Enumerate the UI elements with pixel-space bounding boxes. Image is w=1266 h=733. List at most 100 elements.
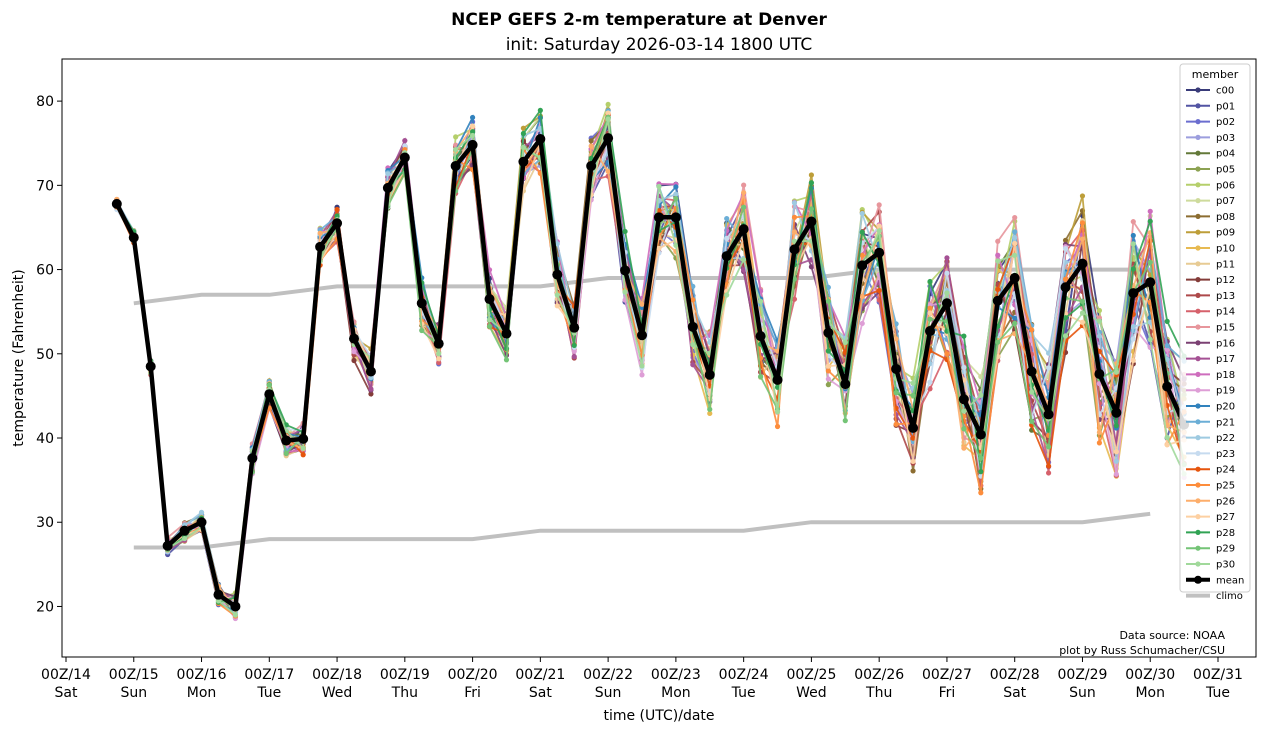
mean-point: [789, 244, 800, 255]
member-point-p12: [368, 391, 374, 397]
legend-label-p03: p03: [1216, 133, 1235, 144]
legend-item-p02: p02: [1186, 117, 1235, 128]
x-tick-label: 00Z/19: [380, 667, 430, 683]
x-axis: 00Z/14 Sat 00Z/15 Sun 00Z/16 Mon 00Z/17 Tue 00Z/…: [41, 657, 1243, 701]
member-point-p28: [774, 384, 781, 390]
member-point-p22: [1130, 324, 1136, 330]
legend-label-p29: p29: [1216, 544, 1235, 555]
x-tick-label: 00Z/30: [1125, 667, 1175, 683]
legend-label-p18: p18: [1216, 370, 1235, 381]
legend-label-p21: p21: [1216, 417, 1235, 428]
legend-marker-p30: [1195, 561, 1201, 567]
member-point-p10: [707, 410, 713, 417]
member-point-p30: [181, 535, 188, 542]
member-point-p30: [469, 132, 476, 139]
legend-item-mean: mean: [1186, 575, 1244, 586]
legend-label-p05: p05: [1216, 165, 1235, 176]
member-point-p27: [1012, 240, 1018, 247]
member-point-p30: [622, 289, 628, 295]
x-tick-label: 00Z/15: [109, 667, 159, 683]
y-axis: 20 30 40 50 60 70 80: [36, 94, 62, 615]
member-point-p26: [588, 143, 594, 149]
mean-point: [501, 328, 512, 339]
mean-point: [162, 540, 173, 551]
member-point-p22: [385, 171, 391, 177]
member-point-p30: [741, 257, 747, 263]
member-point-p25: [690, 297, 696, 303]
data-source-credit: Data source: NOAA: [1119, 629, 1225, 642]
legend-marker-p08: [1195, 213, 1201, 219]
x-tick-day-label: Thu: [865, 685, 892, 701]
legend-marker-p10: [1195, 245, 1201, 251]
member-point-p15: [1012, 214, 1018, 221]
member-point-p30: [842, 339, 848, 345]
legend-item-p12: p12: [1186, 275, 1235, 286]
member-point-p19: [639, 372, 645, 378]
member-point-p30: [453, 146, 459, 153]
x-tick-day-label: Sat: [1003, 685, 1026, 701]
x-tick-label: 00Z/29: [1058, 667, 1108, 683]
member-point-p29: [791, 276, 798, 282]
mean-point: [518, 156, 529, 167]
legend-items: c00 p01 p02 p03 p04 p05 p06 p07 p08 p09 p10 p11 p12 p…: [1186, 86, 1244, 602]
legend-marker-p06: [1195, 182, 1201, 188]
member-point-p26: [1079, 236, 1086, 242]
member-point-p17: [402, 138, 408, 144]
x-tick-label: 00Z/20: [448, 667, 498, 683]
mean-point: [1026, 366, 1037, 377]
member-point-p28: [978, 469, 984, 475]
legend-marker-p05: [1195, 166, 1201, 172]
member-point-p30: [232, 612, 239, 618]
member-point-p23: [1062, 246, 1069, 252]
member-point-p28: [1147, 218, 1153, 224]
legend-label-p30: p30: [1216, 560, 1235, 571]
member-point-p22: [791, 200, 798, 206]
author-credit: plot by Russ Schumacher/CSU: [1059, 644, 1225, 657]
mean-point: [196, 517, 207, 528]
mean-point: [891, 363, 902, 374]
legend-item-p01: p01: [1186, 101, 1235, 112]
mean-point: [603, 133, 614, 144]
member-point-p21: [825, 284, 831, 290]
mean-point: [535, 134, 546, 145]
member-point-p30: [673, 242, 679, 248]
mean-point: [992, 295, 1003, 306]
legend-label-p10: p10: [1216, 244, 1235, 255]
mean-point: [298, 433, 309, 444]
x-axis-label: time (UTC)/date: [603, 708, 714, 724]
legend-item-p03: p03: [1186, 133, 1235, 144]
legend-label-mean: mean: [1216, 575, 1244, 586]
plot-frame: [61, 58, 1257, 658]
legend-label-p20: p20: [1216, 402, 1235, 413]
x-tick-day-label: Sun: [120, 685, 147, 701]
member-point-p29: [757, 374, 764, 380]
member-point-p30: [1164, 434, 1170, 440]
mean-point: [111, 198, 122, 209]
member-point-p24: [334, 206, 340, 213]
mean-point: [484, 294, 495, 305]
legend-label-climo: climo: [1216, 591, 1243, 602]
member-point-p30: [1012, 252, 1018, 258]
legend-label-p14: p14: [1216, 307, 1235, 318]
x-tick-label: 00Z/27: [922, 667, 972, 683]
x-tick-day-label: Fri: [464, 685, 481, 701]
member-point-p27: [554, 303, 560, 309]
legend-label-p23: p23: [1216, 449, 1235, 460]
mean-point: [704, 369, 715, 380]
member-point-p09: [808, 172, 815, 178]
member-point-p26: [317, 230, 323, 236]
member-point-p28: [961, 333, 967, 339]
member-point-p28: [520, 130, 527, 137]
member-point-p19: [825, 376, 831, 382]
member-point-p26: [741, 190, 747, 196]
legend-item-p18: p18: [1186, 370, 1235, 381]
chart-subtitle: init: Saturday 2026-03-14 1800 UTC: [506, 35, 813, 55]
mean-point: [1060, 282, 1071, 293]
mean-point: [653, 212, 664, 223]
member-point-p24: [876, 287, 882, 294]
member-point-p27: [469, 123, 476, 129]
mean-point: [416, 298, 427, 309]
mean-point: [315, 241, 326, 252]
legend-item-p25: p25: [1186, 481, 1235, 492]
legend-item-p23: p23: [1186, 449, 1235, 460]
